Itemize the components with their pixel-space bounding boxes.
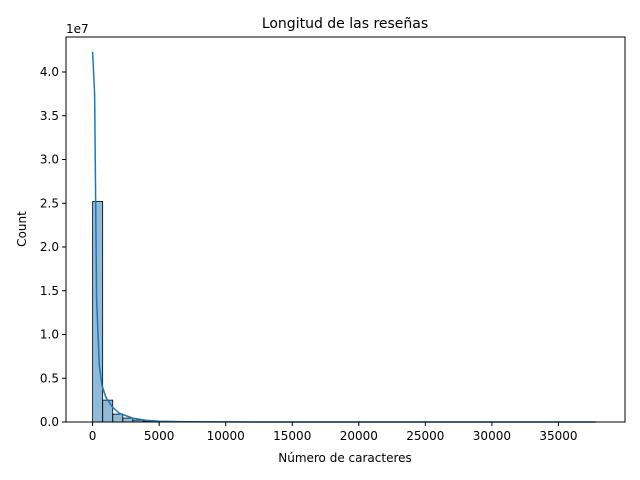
y-tick-label-3: 1.5 [40, 284, 59, 298]
chart-title: Longitud de las reseñas [262, 16, 428, 32]
y-offset-label: 1e7 [66, 22, 89, 36]
y-tick-label-1: 0.5 [40, 371, 59, 385]
x-axis-ticks: 0 5000 10000 15000 20000 25000 30000 35000 [89, 422, 578, 443]
histogram-bar-3 [122, 417, 134, 423]
y-tick-label-8: 4.0 [40, 65, 59, 79]
y-tick-label-5: 2.5 [40, 196, 59, 210]
y-tick-label-2: 1.0 [40, 328, 59, 342]
plot-frame [65, 36, 626, 423]
x-tick-label-3: 15000 [273, 429, 311, 443]
x-tick-label-4: 20000 [340, 429, 378, 443]
x-axis-label: Número de caracteres [278, 451, 412, 465]
y-axis-ticks: 0.0 0.5 1.0 1.5 2.0 2.5 3.0 3.5 4.0 [40, 65, 66, 429]
y-tick-label-4: 2.0 [40, 240, 59, 254]
y-axis-label: Count [15, 211, 29, 247]
x-tick-label-2: 10000 [207, 429, 245, 443]
y-tick-label-6: 3.0 [40, 153, 59, 167]
x-tick-label-7: 35000 [539, 429, 577, 443]
x-tick-label-6: 30000 [473, 429, 511, 443]
x-tick-label-5: 25000 [406, 429, 444, 443]
x-tick-label-0: 0 [89, 429, 97, 443]
x-tick-label-1: 5000 [144, 429, 175, 443]
histogram-bar-2 [112, 413, 124, 423]
histogram-bar-1 [102, 399, 114, 423]
y-tick-label-7: 3.5 [40, 109, 59, 123]
y-tick-label-0: 0.0 [40, 415, 59, 429]
